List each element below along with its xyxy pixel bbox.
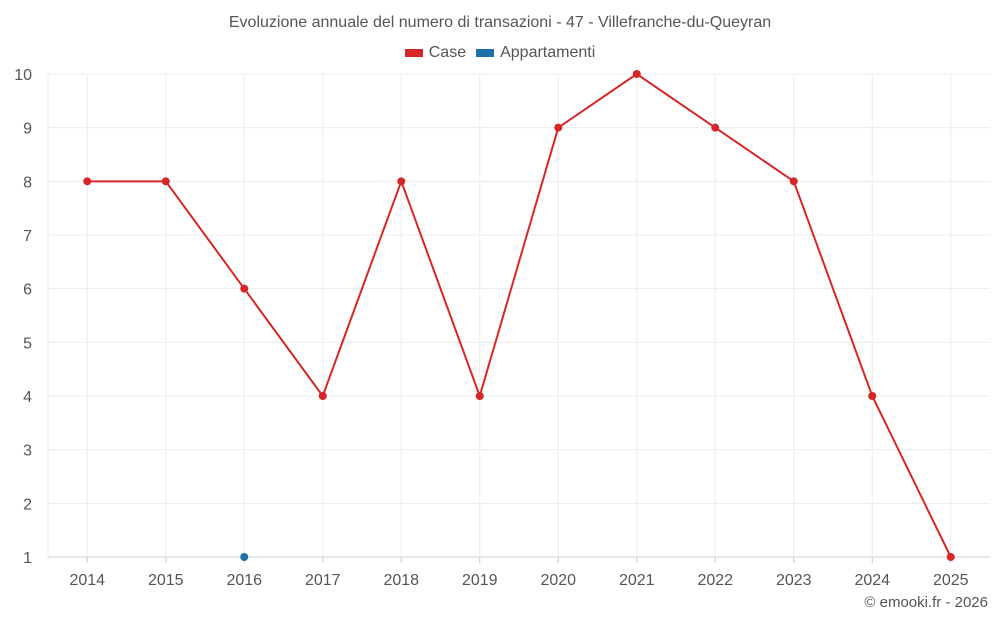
legend-label-case: Case bbox=[428, 44, 467, 61]
y-tick-label: 9 bbox=[23, 121, 32, 138]
x-tick-label: 2016 bbox=[226, 572, 262, 589]
legend-item-appartamenti[interactable]: Appartamenti bbox=[476, 44, 595, 62]
data-point-case bbox=[711, 123, 720, 132]
x-tick-label: 2021 bbox=[619, 572, 655, 589]
chart-title: Evoluzione annuale del numero di transaz… bbox=[228, 14, 772, 31]
legend-swatch-case bbox=[404, 49, 423, 57]
data-point-case bbox=[946, 553, 955, 561]
x-tick-label: 2019 bbox=[462, 572, 498, 589]
data-point-case bbox=[397, 177, 406, 186]
y-tick-label: 6 bbox=[23, 282, 32, 299]
x-tick-label: 2022 bbox=[697, 572, 733, 589]
legend-item-case[interactable]: Case bbox=[404, 44, 467, 62]
data-point-appartamenti bbox=[240, 553, 249, 561]
legend-swatch-appartamenti bbox=[476, 49, 495, 57]
y-tick-label: 3 bbox=[23, 443, 32, 460]
x-tick-label: 2018 bbox=[383, 572, 419, 589]
x-tick-label: 2014 bbox=[69, 572, 105, 589]
y-tick-label: 4 bbox=[23, 389, 32, 406]
chart-legend: Case Appartamenti bbox=[0, 44, 1000, 62]
data-point-case bbox=[161, 177, 170, 186]
data-point-case bbox=[83, 177, 92, 186]
y-tick-label: 7 bbox=[23, 228, 32, 245]
x-tick-label: 2023 bbox=[776, 572, 812, 589]
data-point-case bbox=[475, 392, 484, 400]
data-point-case bbox=[868, 392, 877, 400]
y-tick-label: 1 bbox=[23, 550, 32, 567]
data-point-case bbox=[789, 177, 798, 186]
data-point-case bbox=[318, 392, 327, 400]
series-line-case bbox=[87, 73, 952, 558]
data-point-case bbox=[554, 123, 563, 132]
data-point-case bbox=[240, 284, 249, 293]
x-tick-label: 2017 bbox=[305, 572, 341, 589]
y-tick-label: 5 bbox=[23, 335, 32, 352]
data-point-case bbox=[632, 70, 641, 78]
x-tick-label: 2015 bbox=[148, 572, 184, 589]
x-tick-label: 2020 bbox=[540, 572, 576, 589]
x-tick-label: 2024 bbox=[854, 572, 890, 589]
y-tick-label: 10 bbox=[14, 67, 32, 84]
credit-text: © emooki.fr - 2026 bbox=[864, 594, 988, 611]
y-tick-label: 8 bbox=[23, 174, 32, 191]
y-tick-label: 2 bbox=[23, 496, 32, 513]
x-tick-label: 2025 bbox=[933, 572, 969, 589]
legend-label-appartamenti: Appartamenti bbox=[500, 44, 596, 61]
